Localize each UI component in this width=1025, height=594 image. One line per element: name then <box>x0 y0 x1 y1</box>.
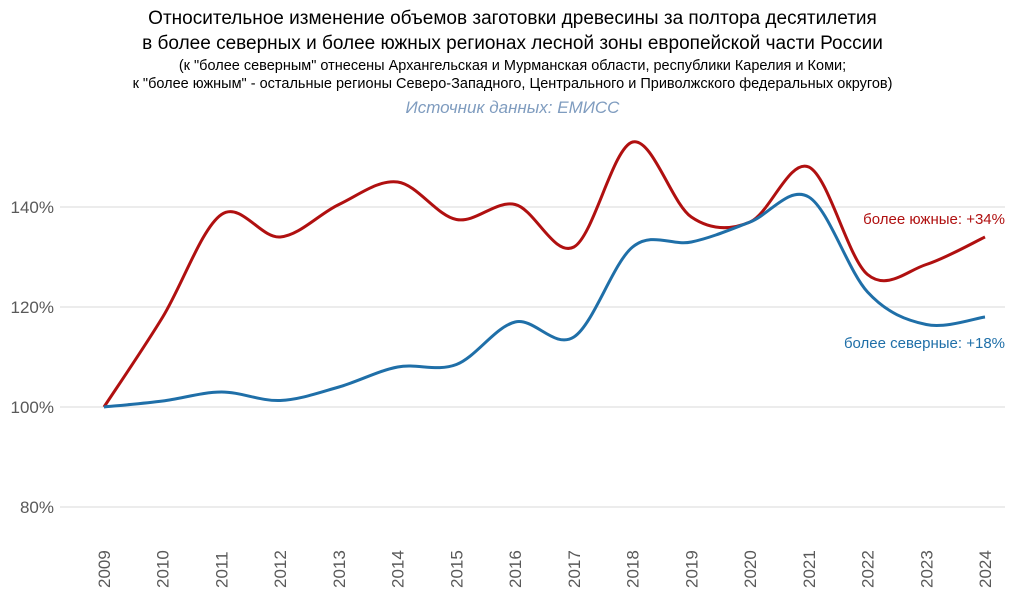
chart-title-line-1: Относительное изменение объемов заготовк… <box>148 8 877 29</box>
y-tick-label: 120% <box>11 298 54 317</box>
x-tick-label: 2023 <box>917 550 936 588</box>
y-tick-label: 100% <box>11 398 54 417</box>
x-tick-label: 2014 <box>389 550 408 588</box>
series-line-south <box>102 140 986 408</box>
x-tick-label: 2021 <box>800 550 819 588</box>
y-tick-label: 140% <box>11 198 54 217</box>
x-tick-label: 2012 <box>271 550 290 588</box>
series-label: более южные: +34% <box>863 211 1005 228</box>
chart-subtitle-line-1: (к "более северным" отнесены Архангельск… <box>178 58 847 74</box>
series-label: более северные: +18% <box>844 335 1005 352</box>
x-tick-label: 2010 <box>154 550 173 588</box>
x-tick-label: 2011 <box>212 551 231 588</box>
chart-subtitle-line-2: к "более южным" - остальные регионы Севе… <box>132 76 893 92</box>
series-line-north <box>103 193 986 409</box>
x-tick-label: 2016 <box>506 550 525 588</box>
x-tick-label: 2022 <box>859 550 878 588</box>
chart-title-line-2: в более северных и более южных регионах … <box>142 33 883 54</box>
y-tick-label: 80% <box>20 498 54 517</box>
x-tick-label: 2013 <box>330 550 349 588</box>
x-tick-label: 2017 <box>565 550 584 588</box>
x-tick-label: 2015 <box>447 550 466 588</box>
x-tick-label: 2019 <box>682 550 701 588</box>
x-tick-label: 2018 <box>624 550 643 588</box>
x-tick-label: 2020 <box>741 550 760 588</box>
x-tick-label: 2009 <box>95 550 114 588</box>
x-tick-label: 2024 <box>976 550 995 588</box>
data-source: Источник данных: ЕМИСС <box>405 98 620 117</box>
